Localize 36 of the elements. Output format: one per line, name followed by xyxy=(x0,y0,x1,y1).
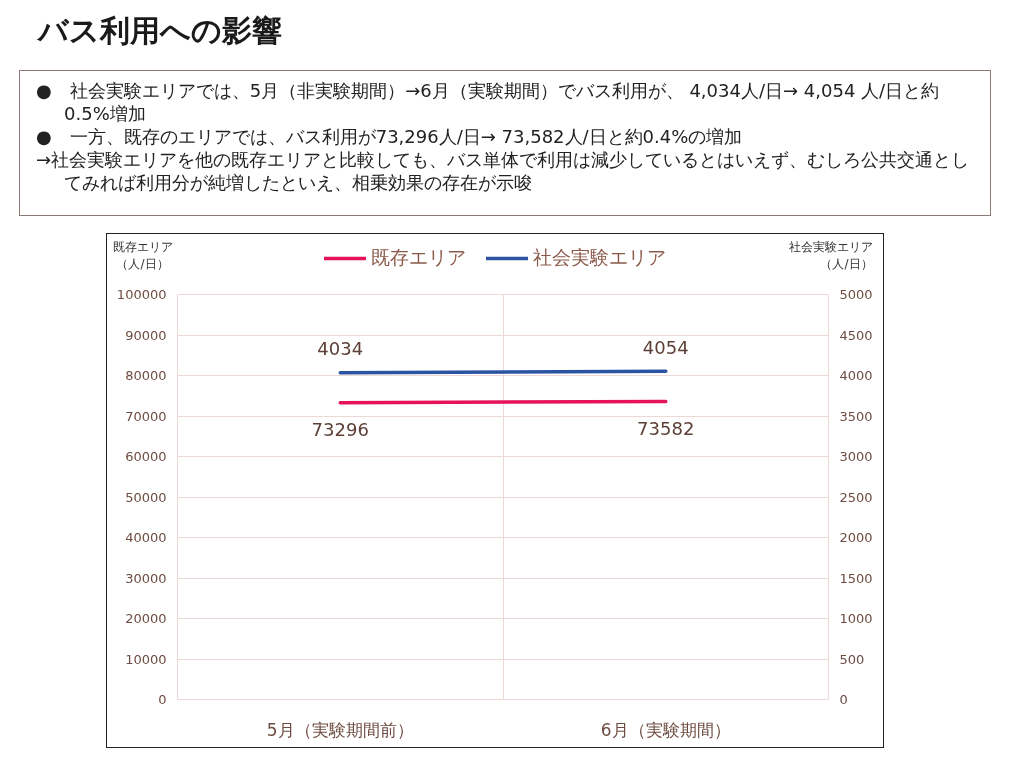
y2-tick-label: 500 xyxy=(839,651,865,667)
y-tick-label: 20000 xyxy=(125,611,167,626)
data-label: 73582 xyxy=(637,417,695,439)
y-tick-label: 30000 xyxy=(125,570,167,586)
y2-tick-label: 2000 xyxy=(839,530,873,545)
y-tick-label: 90000 xyxy=(125,327,167,343)
text: ● 一方、既存のエリアでは、バス利用が73,296人/日→ 73,582人/日と約0.4%の増加 xyxy=(35,125,744,148)
y-axis-title: 既存エリア（人/日） xyxy=(112,239,173,271)
legend-label: 既存エリア xyxy=(371,245,466,270)
y-tick-label: 70000 xyxy=(125,408,167,424)
chart-title: バス利用への影響 xyxy=(38,12,282,50)
data-label: 4034 xyxy=(317,338,364,360)
y2-tick-label: 4500 xyxy=(839,327,873,343)
y-tick-label: 40000 xyxy=(125,530,167,545)
y2-tick-label: 4000 xyxy=(839,368,873,383)
y2-tick-label: 5000 xyxy=(839,287,873,302)
y2-tick-label: 3000 xyxy=(839,449,873,464)
y-tick-label: 60000 xyxy=(125,449,167,464)
text: ● 社会実験エリアでは、5月（非実験期間）→6月（実験期間）でバス利用が、 4,034人/日→ 4,054 人/日と約0.5%増加 xyxy=(35,79,941,125)
y2-tick-label: 2500 xyxy=(839,489,873,505)
y2-axis-title: 社会実験エリア（人/日） xyxy=(788,239,873,271)
y-tick-label: 80000 xyxy=(125,368,167,383)
x-tick-label: 5月（実験期間前） xyxy=(266,719,414,740)
y-tick-label: 50000 xyxy=(125,489,167,505)
y2-tick-label: 1000 xyxy=(839,611,873,626)
y-tick-label: 100000 xyxy=(116,287,167,302)
y-tick-label: 10000 xyxy=(125,651,167,667)
x-tick-label: 6月（実験期間） xyxy=(600,719,731,740)
text: →社会実験エリアを他の既存エリアと比較しても、バス単体で利用は減少しているとはいえず、むしろ公共交通としてみれば利用分が純増したといえ、相乗効果の存在が示唆 xyxy=(35,148,971,194)
y2-tick-label: 1500 xyxy=(839,570,873,586)
y2-tick-label: 3500 xyxy=(839,408,873,424)
data-label: 73296 xyxy=(311,419,369,441)
data-label: 4054 xyxy=(642,336,689,358)
y2-tick-label: 0 xyxy=(839,692,848,707)
legend-label: 社会実験エリア xyxy=(533,245,666,270)
y-tick-label: 0 xyxy=(158,692,167,707)
